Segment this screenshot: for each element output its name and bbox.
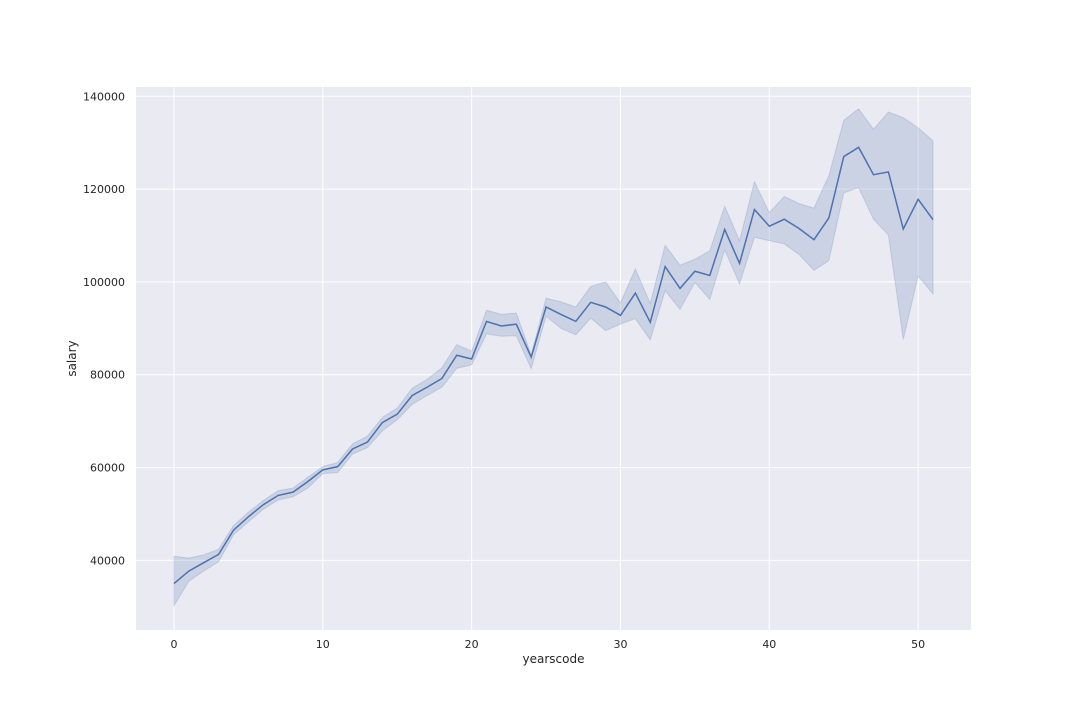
x-tick-label: 0	[170, 638, 177, 651]
confidence-band	[173, 108, 934, 608]
x-tick-label: 40	[762, 638, 776, 651]
x-tick-label: 20	[465, 638, 479, 651]
y-tick-label: 60000	[90, 462, 125, 475]
y-tick-label: 120000	[83, 183, 125, 196]
y-tick-label: 100000	[83, 276, 125, 289]
salary-line	[173, 146, 934, 585]
plot-background	[136, 87, 971, 630]
y-tick-label: 140000	[83, 90, 125, 103]
x-tick-label: 10	[316, 638, 330, 651]
x-tick-label: 50	[911, 638, 925, 651]
y-tick-labels: 40000 60000 80000 100000 120000 140000	[83, 90, 125, 567]
y-tick-label: 80000	[90, 369, 125, 382]
x-axis-label: yearscode	[523, 652, 585, 666]
y-axis-label: salary	[65, 340, 79, 376]
x-tick-label: 30	[613, 638, 627, 651]
x-tick-labels: 0 10 20 30 40 50	[170, 638, 925, 651]
y-tick-label: 40000	[90, 554, 125, 567]
